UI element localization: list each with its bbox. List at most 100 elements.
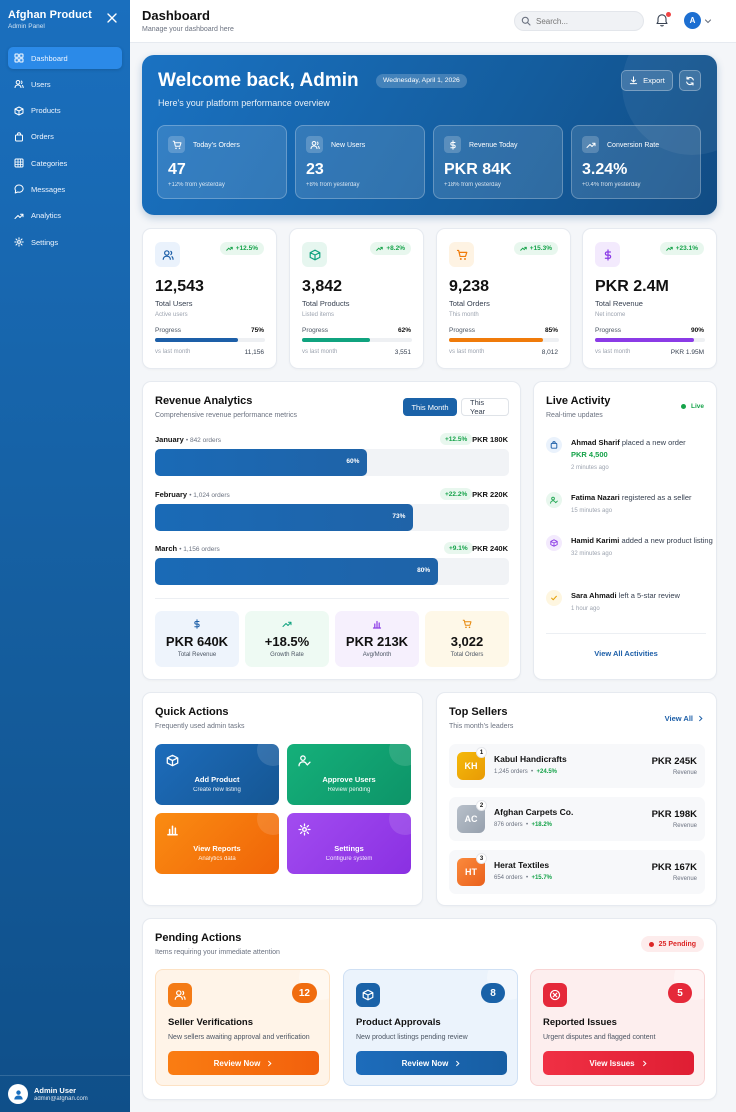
seller-row[interactable]: AC 2 Afghan Carpets Co. 876 orders • +18… <box>449 797 705 841</box>
chevron-right-icon <box>456 1060 460 1066</box>
section-subtitle: Items requiring your immediate attention <box>155 949 280 956</box>
pending-count: 5 <box>668 983 692 1003</box>
user-check-icon <box>550 496 558 504</box>
sidebar-item-products[interactable]: Products <box>8 100 122 122</box>
user-avatar[interactable]: A <box>684 12 701 29</box>
chevron-right-icon <box>642 1060 647 1066</box>
activity-time: 2 minutes ago <box>571 465 609 471</box>
decor-circle <box>389 813 411 835</box>
box-icon <box>166 754 179 767</box>
progress-track <box>155 338 265 342</box>
sidebar-item-messages[interactable]: Messages <box>8 178 122 200</box>
dollar-icon-wrap <box>595 242 620 267</box>
summary-label: Avg/Month <box>362 652 392 658</box>
grid-icon <box>14 53 24 63</box>
sidebar-item-settings[interactable]: Settings <box>8 231 122 253</box>
hero-stat-label: New Users <box>331 142 366 149</box>
chat-icon <box>14 184 24 194</box>
sidebar-item-users[interactable]: Users <box>8 73 122 95</box>
divider <box>155 598 509 599</box>
progress-percent: 90% <box>690 327 704 334</box>
chevron-down-icon[interactable] <box>704 17 712 25</box>
box-icon <box>309 249 320 260</box>
pending-count: 8 <box>481 983 505 1003</box>
hero-stat-revenue: Revenue Today PKR 84K +18% from yesterda… <box>433 125 563 199</box>
search-input[interactable] <box>536 16 631 26</box>
view-all-sellers-link[interactable]: View All <box>665 714 704 723</box>
month-bar: 73% <box>155 504 414 531</box>
top-sellers-card: Top Sellers This month's leaders View Al… <box>436 692 717 906</box>
welcome-banner: Welcome back, Admin Wednesday, April 1, … <box>142 55 717 215</box>
view-all-activities-link[interactable]: View All Activities <box>594 649 658 658</box>
hero-stat-value: 23 <box>306 161 324 178</box>
live-activity-card: Live Activity Real-time updates Live Ahm… <box>533 381 717 680</box>
stat-value: 9,238 <box>449 278 490 295</box>
pending-title: Seller Verifications <box>168 1017 254 1028</box>
tab-this-month[interactable]: This Month <box>403 398 457 416</box>
search-box[interactable] <box>514 11 644 31</box>
month-bar: 60% <box>155 449 368 476</box>
sidebar: Afghan Product Admin Panel Dashboard Use… <box>0 0 130 1112</box>
sidebar-user[interactable]: Admin User admin@afghan.com <box>0 1075 130 1112</box>
activity-text: Ahmad Sharif placed a new order PKR 4,50… <box>571 437 716 474</box>
bag-icon <box>550 441 558 449</box>
progress-track <box>449 338 559 342</box>
growth-badge: +12.5% <box>219 242 264 255</box>
decor-circle <box>257 744 279 766</box>
hero-stat-change: +0.4% from yesterday <box>582 182 641 188</box>
live-indicator: Live <box>680 403 704 410</box>
quick-actions-card: Quick Actions Frequently used admin task… <box>142 692 423 906</box>
section-title: Top Sellers <box>449 706 508 718</box>
search-icon <box>521 16 531 26</box>
welcome-title: Welcome back, Admin <box>158 70 359 91</box>
close-icon[interactable] <box>106 12 118 24</box>
page-subtitle: Manage your dashboard here <box>142 26 234 33</box>
bell-icon[interactable] <box>655 13 669 27</box>
sidebar-item-categories[interactable]: Categories <box>8 152 122 174</box>
hero-stat-label: Conversion Rate <box>607 142 660 149</box>
seller-amount: PKR 198K <box>651 809 697 820</box>
activity-text: Sara Ahmadi left a 5-star review 1 hour … <box>571 590 716 615</box>
section-title: Quick Actions <box>155 706 229 718</box>
month-bar-label: 60% <box>346 458 360 465</box>
gear-icon <box>14 237 24 247</box>
section-subtitle: Real-time updates <box>546 412 603 419</box>
month-name: February <box>155 490 188 499</box>
activity-user: Sara Ahmadi <box>571 591 617 600</box>
seller-row[interactable]: KH 1 Kabul Handicrafts 1,245 orders • +2… <box>449 744 705 788</box>
add-product-button[interactable]: Add Product Create new listing <box>155 744 279 805</box>
export-button[interactable]: Export <box>621 70 673 91</box>
seller-row[interactable]: HT 3 Herat Textiles 654 orders • +15.7% … <box>449 850 705 894</box>
user-email: admin@afghan.com <box>34 1096 88 1102</box>
refresh-button[interactable] <box>679 70 701 91</box>
stat-label: Total Orders <box>449 299 490 308</box>
month-change: +12.5% <box>440 433 473 445</box>
sidebar-item-dashboard[interactable]: Dashboard <box>8 47 122 69</box>
review-sellers-button[interactable]: Review Now <box>168 1051 319 1075</box>
sidebar-item-label: Orders <box>31 132 54 142</box>
tab-this-year[interactable]: This Year <box>461 398 509 416</box>
month-label: February • 1,024 orders <box>155 490 230 499</box>
activity-action: placed a new order <box>619 438 686 447</box>
trend-icon <box>282 621 292 627</box>
sidebar-item-orders[interactable]: Orders <box>8 126 122 148</box>
view-issues-button[interactable]: View Issues <box>543 1051 694 1075</box>
view-reports-button[interactable]: View Reports Analytics data <box>155 813 279 874</box>
sidebar-item-analytics[interactable]: Analytics <box>8 205 122 227</box>
review-products-button[interactable]: Review Now <box>356 1051 507 1075</box>
settings-button[interactable]: Settings Configure system <box>287 813 411 874</box>
pending-badge-label: 25 Pending <box>658 940 696 948</box>
hero-stat-change: +18% from yesterday <box>444 182 501 188</box>
pending-title: Product Approvals <box>356 1017 441 1028</box>
alert-circle-icon <box>549 989 561 1001</box>
box-icon-wrap <box>302 242 327 267</box>
rank-badge: 2 <box>476 800 487 811</box>
pending-title: Reported Issues <box>543 1017 617 1028</box>
month-orders: • 1,156 orders <box>179 546 220 553</box>
users-icon-wrap <box>155 242 180 267</box>
activity-user: Fatima Nazari <box>571 493 620 502</box>
approve-users-button[interactable]: Approve Users Review pending <box>287 744 411 805</box>
welcome-subtitle: Here's your platform performance overvie… <box>158 98 330 108</box>
summary-value: PKR 640K <box>165 634 229 649</box>
seller-growth: +18.2% <box>531 822 552 828</box>
